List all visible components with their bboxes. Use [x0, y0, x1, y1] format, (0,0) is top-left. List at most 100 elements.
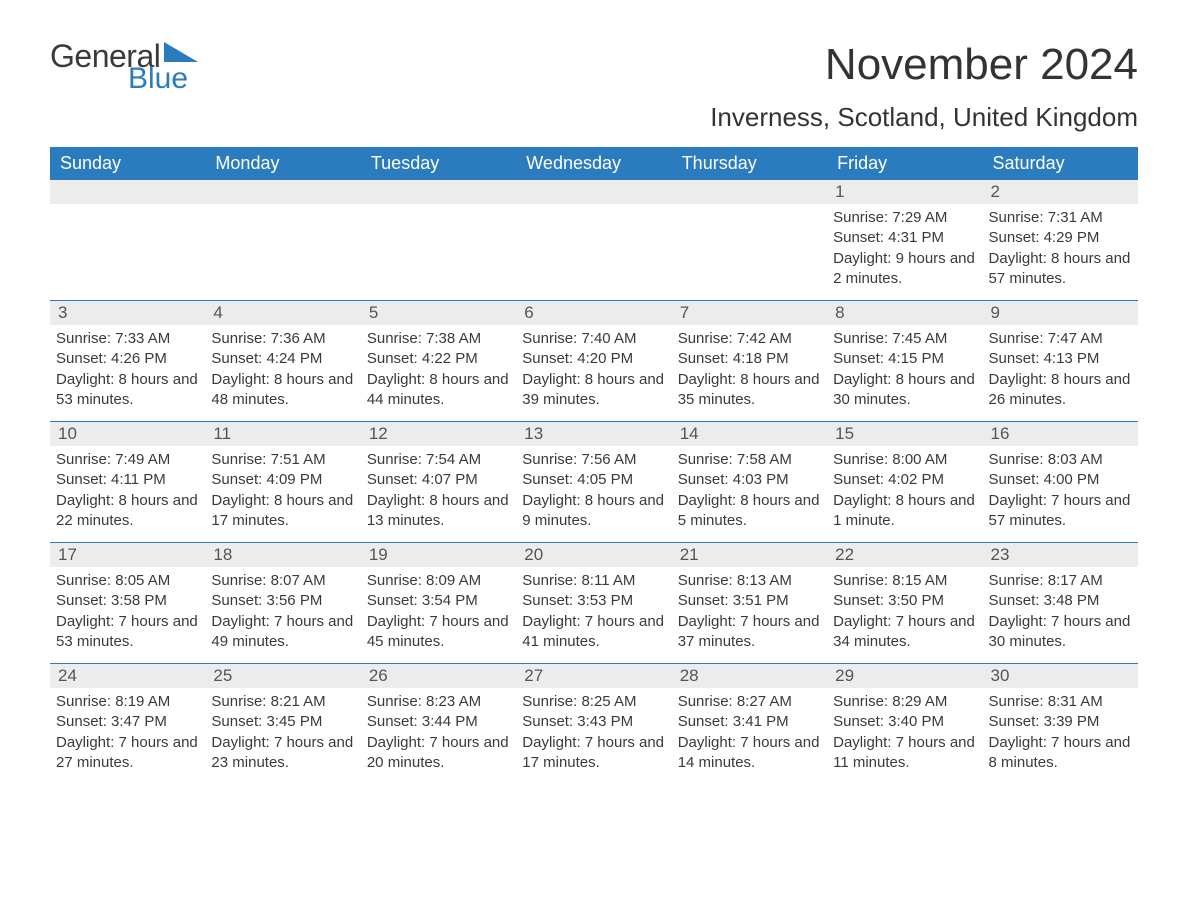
sunset-text: Sunset: 4:22 PM [367, 349, 510, 369]
sunrise-text: Sunrise: 7:40 AM [522, 329, 665, 349]
sunrise-text: Sunrise: 7:51 AM [211, 450, 354, 470]
daylight-text: Daylight: 8 hours and 44 minutes. [367, 370, 510, 411]
day-number: 19 [361, 543, 516, 567]
day-content: Sunrise: 7:54 AMSunset: 4:07 PMDaylight:… [361, 446, 516, 541]
sunset-text: Sunset: 3:45 PM [211, 712, 354, 732]
sunrise-text: Sunrise: 8:11 AM [522, 571, 665, 591]
daylight-text: Daylight: 7 hours and 45 minutes. [367, 612, 510, 653]
daylight-text: Daylight: 8 hours and 22 minutes. [56, 491, 199, 532]
day-number [672, 180, 827, 204]
day-number: 17 [50, 543, 205, 567]
sunrise-text: Sunrise: 7:47 AM [989, 329, 1132, 349]
sunset-text: Sunset: 4:03 PM [678, 470, 821, 490]
sunrise-text: Sunrise: 8:29 AM [833, 692, 976, 712]
sunset-text: Sunset: 4:15 PM [833, 349, 976, 369]
header: General Blue November 2024 [50, 40, 1138, 94]
day-number: 3 [50, 301, 205, 325]
daylight-text: Daylight: 8 hours and 1 minute. [833, 491, 976, 532]
daylight-text: Daylight: 7 hours and 20 minutes. [367, 733, 510, 774]
day-content [361, 204, 516, 218]
day-header: Sunday [50, 147, 205, 180]
sunset-text: Sunset: 3:58 PM [56, 591, 199, 611]
day-cell: 11Sunrise: 7:51 AMSunset: 4:09 PMDayligh… [205, 422, 360, 542]
daylight-text: Daylight: 7 hours and 49 minutes. [211, 612, 354, 653]
sunrise-text: Sunrise: 8:03 AM [989, 450, 1132, 470]
day-number: 29 [827, 664, 982, 688]
day-content: Sunrise: 8:25 AMSunset: 3:43 PMDaylight:… [516, 688, 671, 783]
logo: General Blue [50, 40, 198, 94]
daylight-text: Daylight: 7 hours and 53 minutes. [56, 612, 199, 653]
day-header: Friday [827, 147, 982, 180]
day-number: 1 [827, 180, 982, 204]
daylight-text: Daylight: 7 hours and 8 minutes. [989, 733, 1132, 774]
sunrise-text: Sunrise: 7:56 AM [522, 450, 665, 470]
day-cell: 1Sunrise: 7:29 AMSunset: 4:31 PMDaylight… [827, 180, 982, 300]
day-number: 25 [205, 664, 360, 688]
weeks-container: 1 Sunrise: 7:29 AMSunset: 4:31 PM Daylight… [50, 180, 1138, 784]
day-cell: 17 Sunrise: 8:05 AMSunset: 3:58 PMDayligh… [50, 543, 205, 663]
daylight-text: Daylight: 8 hours and 53 minutes. [56, 370, 199, 411]
day-cell: 14Sunrise: 7:58 AMSunset: 4:03 PMDayligh… [672, 422, 827, 542]
sunrise-text: Sunrise: 8:00 AM [833, 450, 976, 470]
sunrise-text: Sunrise: 7:29 AM [833, 208, 976, 228]
day-number: 4 [205, 301, 360, 325]
sunset-text: Sunset: 4:31 PM [833, 228, 976, 248]
day-content: Sunrise: 8:19 AMSunset: 3:47 PMDaylight:… [50, 688, 205, 783]
sunset-text: Sunset: 3:53 PM [522, 591, 665, 611]
day-number: 9 [983, 301, 1138, 325]
day-cell: 3Sunrise: 7:33 AMSunset: 4:26 PMDaylight… [50, 301, 205, 421]
sunset-text: Sunset: 3:48 PM [989, 591, 1132, 611]
day-content: Sunrise: 8:07 AMSunset: 3:56 PMDaylight:… [205, 567, 360, 662]
day-header: Monday [205, 147, 360, 180]
sunrise-text: Sunrise: 8:05 AM [56, 571, 199, 591]
day-cell: 25Sunrise: 8:21 AMSunset: 3:45 PMDayligh… [205, 664, 360, 784]
sunset-text: Sunset: 4:05 PM [522, 470, 665, 490]
day-content: Sunrise: 7:38 AMSunset: 4:22 PMDaylight:… [361, 325, 516, 420]
day-number: 16 [983, 422, 1138, 446]
day-cell: 8Sunrise: 7:45 AMSunset: 4:15 PMDaylight… [827, 301, 982, 421]
day-number: 28 [672, 664, 827, 688]
day-cell: 19Sunrise: 8:09 AMSunset: 3:54 PMDayligh… [361, 543, 516, 663]
day-number [50, 180, 205, 204]
sunset-text: Sunset: 3:56 PM [211, 591, 354, 611]
sunrise-text: Sunrise: 7:31 AM [989, 208, 1132, 228]
day-number: 23 [983, 543, 1138, 567]
day-number: 30 [983, 664, 1138, 688]
week-row: 24Sunrise: 8:19 AMSunset: 3:47 PMDayligh… [50, 663, 1138, 784]
daylight-text: Daylight: 8 hours and 5 minutes. [678, 491, 821, 532]
daylight-text: Daylight: 8 hours and 39 minutes. [522, 370, 665, 411]
daylight-text: Daylight: 7 hours and 11 minutes. [833, 733, 976, 774]
daylight-text: Daylight: 7 hours and 14 minutes. [678, 733, 821, 774]
day-cell: 2 Sunrise: 7:31 AMSunset: 4:29 PMDaylight… [983, 180, 1138, 300]
day-content: Sunrise: 8:15 AMSunset: 3:50 PMDaylight:… [827, 567, 982, 662]
sunset-text: Sunset: 4:20 PM [522, 349, 665, 369]
sunrise-text: Sunrise: 8:21 AM [211, 692, 354, 712]
day-content: Sunrise: 7:42 AMSunset: 4:18 PMDaylight:… [672, 325, 827, 420]
day-cell: 15Sunrise: 8:00 AMSunset: 4:02 PMDayligh… [827, 422, 982, 542]
day-content: Sunrise: 8:11 AMSunset: 3:53 PMDaylight:… [516, 567, 671, 662]
daylight-text: Daylight: 7 hours and 41 minutes. [522, 612, 665, 653]
sunrise-text: Sunrise: 8:07 AM [211, 571, 354, 591]
day-content [50, 204, 205, 218]
sunrise-text: Sunrise: 8:23 AM [367, 692, 510, 712]
sunrise-text: Sunrise: 8:13 AM [678, 571, 821, 591]
day-header: Tuesday [361, 147, 516, 180]
daylight-text: Daylight: 8 hours and 57 minutes. [989, 249, 1132, 290]
sunset-text: Sunset: 3:44 PM [367, 712, 510, 732]
daylight-text: Daylight: 8 hours and 48 minutes. [211, 370, 354, 411]
day-content: Sunrise: 7:58 AMSunset: 4:03 PMDaylight:… [672, 446, 827, 541]
day-number: 21 [672, 543, 827, 567]
sunset-text: Sunset: 4:29 PM [989, 228, 1132, 248]
day-cell: 6Sunrise: 7:40 AMSunset: 4:20 PMDaylight… [516, 301, 671, 421]
sunrise-text: Sunrise: 7:42 AM [678, 329, 821, 349]
day-cell: 26 Sunrise: 8:23 AMSunset: 3:44 PMDayligh… [361, 664, 516, 784]
sunset-text: Sunset: 3:51 PM [678, 591, 821, 611]
day-number: 26 [361, 664, 516, 688]
day-number: 20 [516, 543, 671, 567]
day-header: Wednesday [516, 147, 671, 180]
day-number: 14 [672, 422, 827, 446]
sunset-text: Sunset: 3:43 PM [522, 712, 665, 732]
day-cell: 27Sunrise: 8:25 AMSunset: 3:43 PMDayligh… [516, 664, 671, 784]
daylight-text: Daylight: 7 hours and 37 minutes. [678, 612, 821, 653]
day-number: 2 [983, 180, 1138, 204]
